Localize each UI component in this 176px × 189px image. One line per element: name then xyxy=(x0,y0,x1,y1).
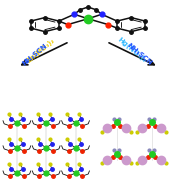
Text: Hg(NO₃)₂: Hg(NO₃)₂ xyxy=(117,36,147,64)
Text: Zn(NO₃)₂: Zn(NO₃)₂ xyxy=(26,37,56,64)
Text: NH₄SCN: NH₄SCN xyxy=(125,43,153,67)
Text: NH₄SCN: NH₄SCN xyxy=(21,43,48,67)
